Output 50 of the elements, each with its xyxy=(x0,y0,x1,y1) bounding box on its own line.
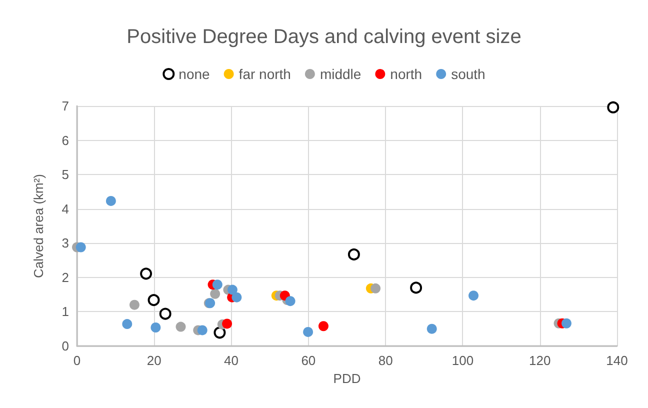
point xyxy=(212,280,222,290)
legend-label: north xyxy=(390,66,422,82)
y-tick-label: 0 xyxy=(62,338,69,354)
point xyxy=(410,282,422,294)
y-tick-label: 2 xyxy=(62,270,69,285)
y-tick-label: 6 xyxy=(62,132,69,148)
y-tick-label: 7 xyxy=(62,98,69,114)
point xyxy=(468,290,479,301)
point xyxy=(140,268,152,280)
y-tick-label: 5 xyxy=(62,167,69,182)
point xyxy=(370,283,381,294)
point xyxy=(607,101,620,114)
x-axis-title: PDD xyxy=(333,370,361,386)
x-tick-label: 20 xyxy=(146,353,162,368)
point xyxy=(148,294,160,306)
point xyxy=(222,318,232,329)
point xyxy=(106,196,116,206)
point xyxy=(318,321,328,332)
point xyxy=(129,300,140,310)
point xyxy=(227,284,238,295)
legend-label: middle xyxy=(320,66,362,82)
legend-label: none xyxy=(178,66,210,82)
y-axis-title: Calved area (km²) xyxy=(31,174,46,278)
y-tick-label: 3 xyxy=(62,236,69,251)
point xyxy=(426,324,437,334)
legend-label: far north xyxy=(238,66,291,82)
point xyxy=(303,326,314,337)
point xyxy=(159,308,172,320)
x-tick-label: 80 xyxy=(378,353,393,368)
x-tick-label: 0 xyxy=(73,353,81,368)
y-tick-label: 4 xyxy=(62,201,69,216)
chart-title: Positive Degree Days and calving event size xyxy=(126,26,522,48)
legend-label: south xyxy=(451,66,486,82)
point xyxy=(122,319,132,330)
point xyxy=(210,288,220,299)
x-tick-label: 140 xyxy=(606,353,628,368)
x-tick-label: 40 xyxy=(224,353,239,368)
point xyxy=(348,248,360,260)
point xyxy=(561,318,572,328)
y-tick-label: 1 xyxy=(62,304,69,320)
point xyxy=(197,325,208,336)
point xyxy=(232,292,242,302)
point xyxy=(214,326,226,339)
x-tick-label: 60 xyxy=(301,353,316,368)
x-tick-label: 100 xyxy=(452,353,474,368)
point xyxy=(76,242,86,252)
x-tick-label: 120 xyxy=(529,353,551,368)
point xyxy=(150,322,161,332)
point xyxy=(285,296,296,306)
point xyxy=(176,322,186,332)
